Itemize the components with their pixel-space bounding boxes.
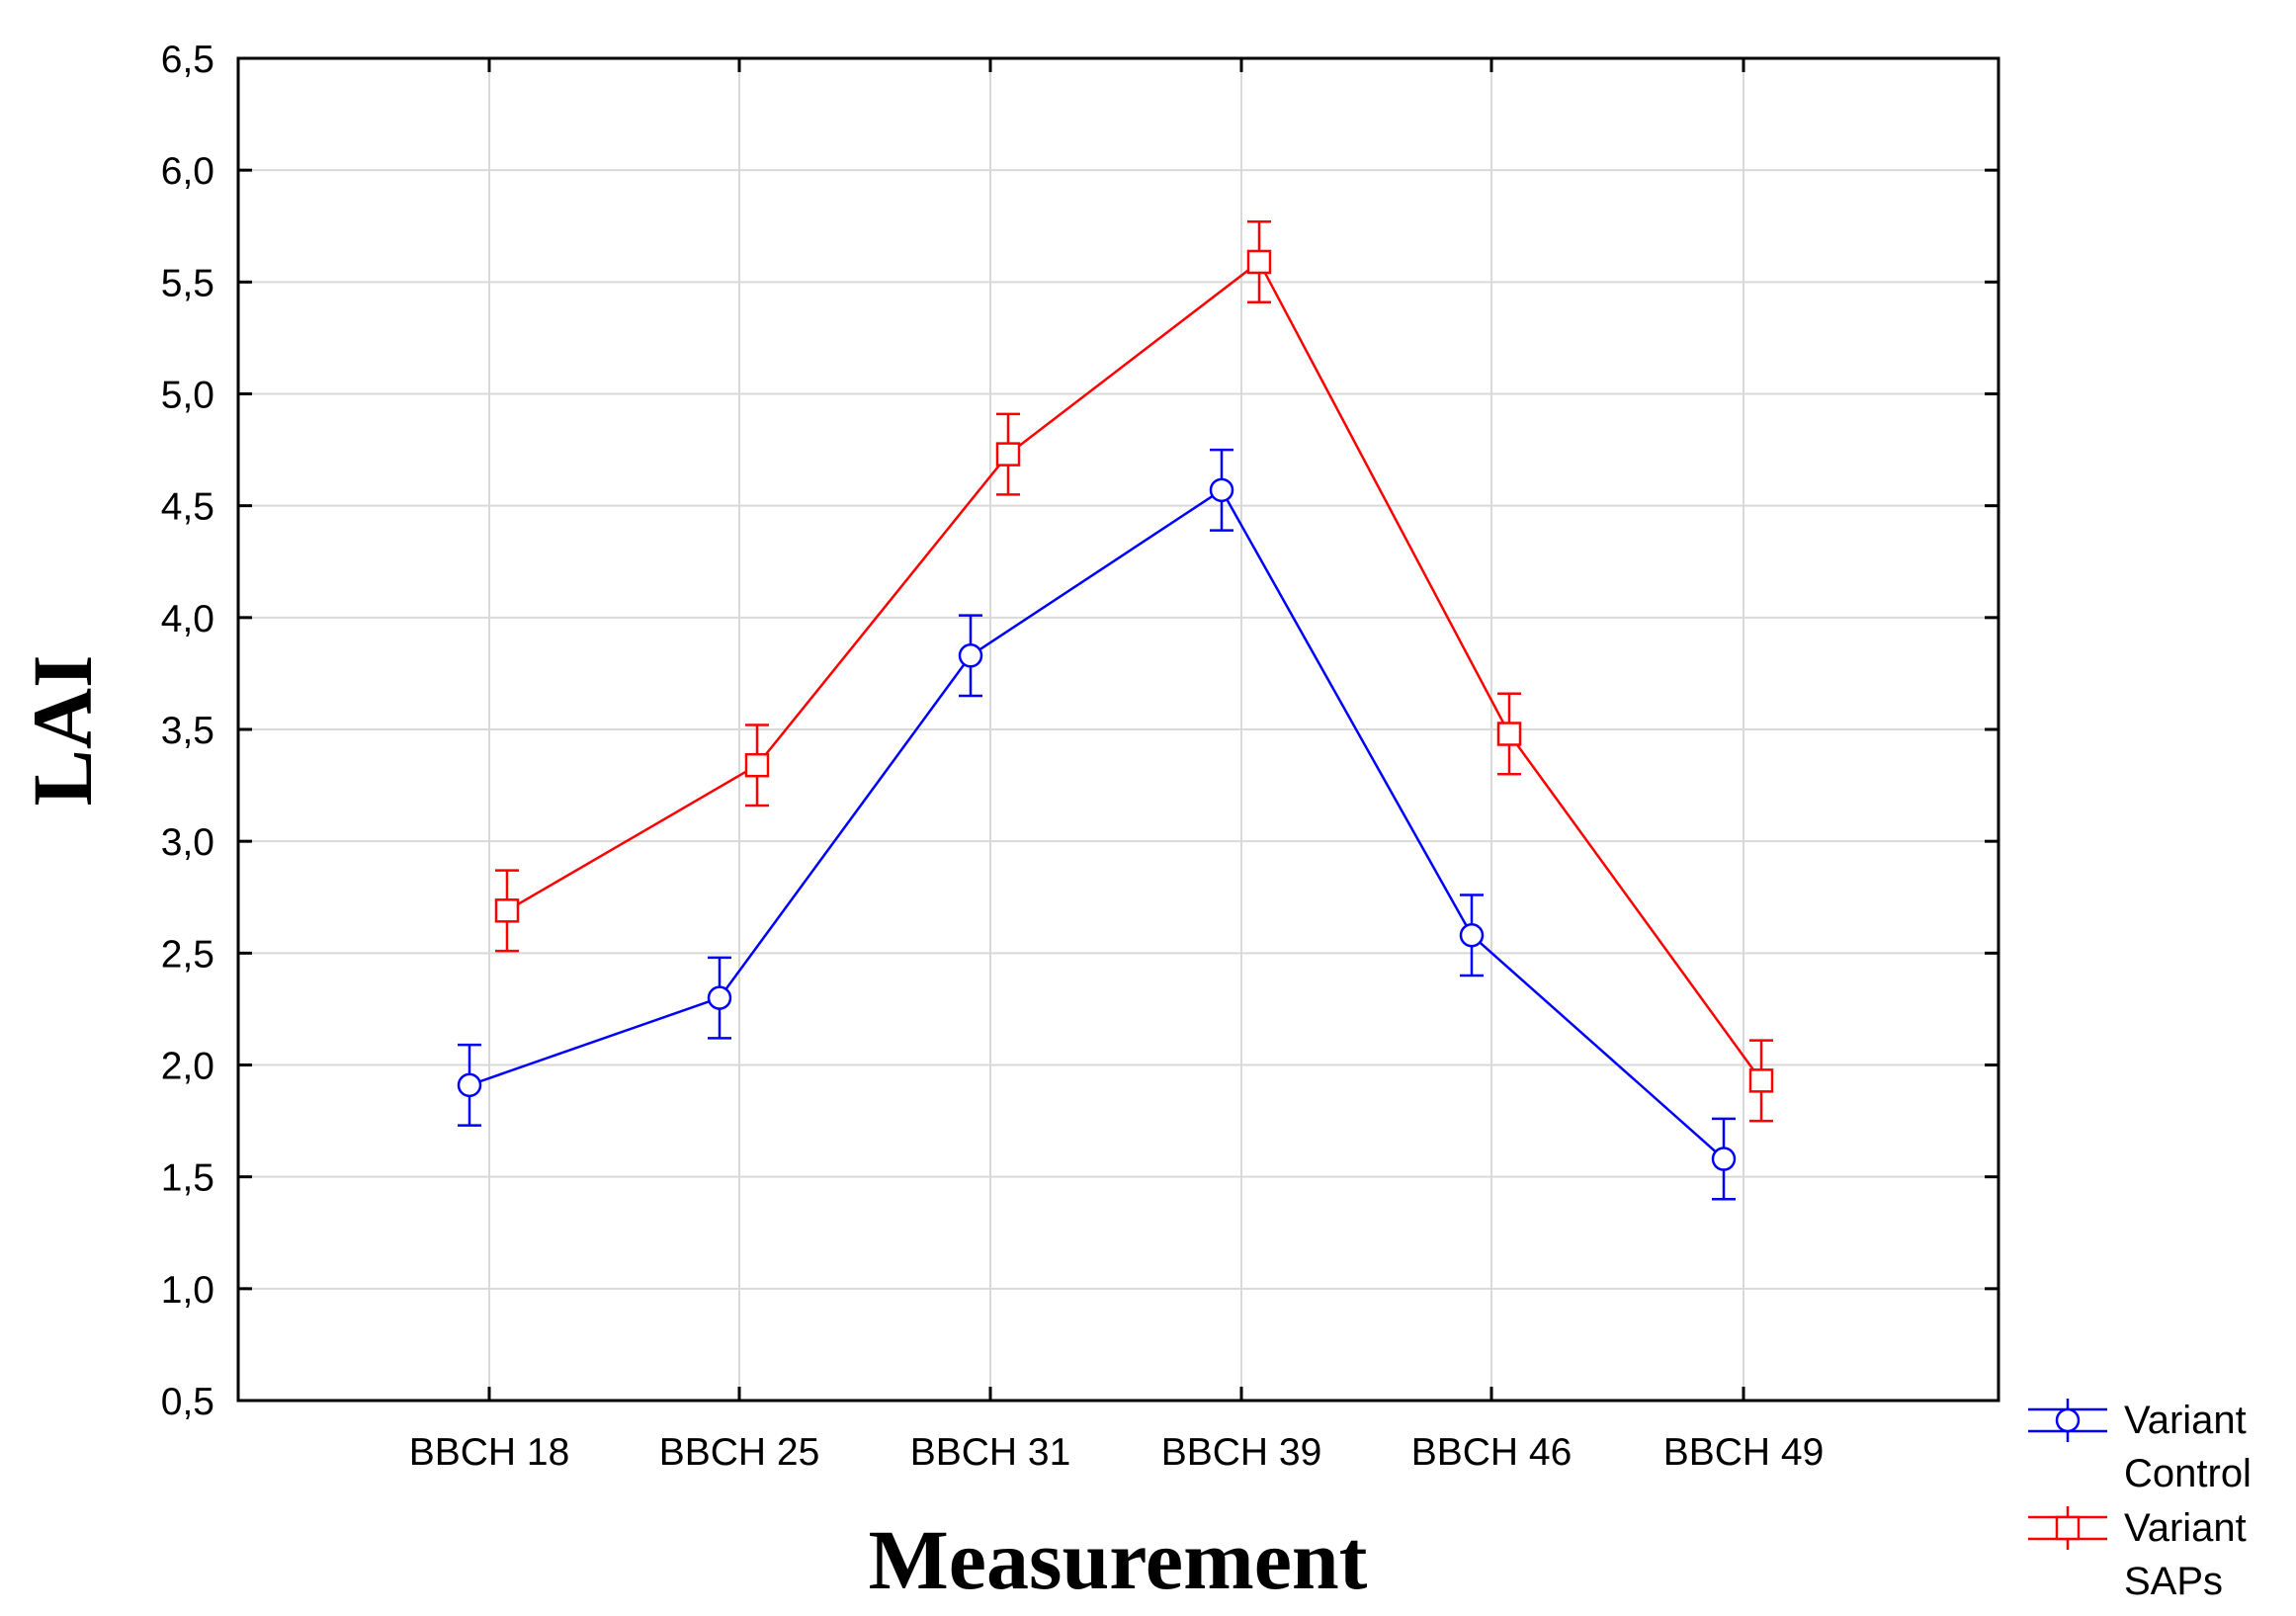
data-point-circle (958, 643, 983, 668)
x-tick-label: BBCH 31 (910, 1431, 1071, 1474)
series-variant-saps (494, 219, 1774, 1123)
data-point-circle (1209, 477, 1234, 503)
y-tick-label: 5,0 (161, 375, 214, 417)
legend-item-saps: Variant SAPs (2028, 1506, 2247, 1603)
x-axis-title: Measurement (869, 1512, 1368, 1607)
legend-label-line: Control (2124, 1452, 2252, 1495)
x-tick-label: BBCH 39 (1161, 1431, 1322, 1474)
legend-label-line: SAPs (2124, 1560, 2223, 1603)
y-tick-label: 1,5 (161, 1157, 214, 1200)
y-tick-label: 2,0 (161, 1046, 214, 1088)
legend-marker-circle (2055, 1407, 2081, 1433)
y-tick-label: 3,0 (161, 821, 214, 864)
x-tick-label: BBCH 46 (1411, 1431, 1573, 1474)
legend-label-line: Variant (2124, 1506, 2247, 1550)
y-tick-label: 3,5 (161, 710, 214, 752)
y-axis-tick-labels: 0,5 1,0 1,5 2,0 2,5 3,0 3,5 4,0 4,5 5,0 5,5 6,0 6,5 (161, 39, 214, 1423)
data-point-circle (457, 1072, 482, 1098)
data-point-square (1496, 722, 1522, 746)
data-point-square (995, 442, 1021, 467)
y-tick-label: 4,5 (161, 486, 214, 529)
y-tick-label: 6,0 (161, 150, 214, 193)
data-point-circle (707, 985, 732, 1010)
legend-label-line: Variant (2124, 1399, 2247, 1442)
data-point-square (494, 898, 520, 923)
y-axis-title: LAI (15, 655, 110, 807)
x-tick-label: BBCH 18 (409, 1431, 570, 1474)
series-line (468, 488, 1725, 1160)
data-point-square (1748, 1068, 1774, 1093)
y-tick-label: 4,0 (161, 598, 214, 640)
grid-lines (238, 58, 1998, 1401)
y-tick-label: 0,5 (161, 1381, 214, 1423)
axis-ticks (238, 56, 1998, 1403)
data-point-square (1246, 249, 1272, 275)
series-variant-control (457, 448, 1737, 1201)
data-point-square (744, 752, 770, 778)
data-point-circle (1459, 922, 1485, 948)
x-tick-label: BBCH 49 (1663, 1431, 1825, 1474)
legend-item-control: Variant Control (2028, 1399, 2252, 1495)
data-series (457, 219, 1774, 1201)
legend: Variant Control Variant SAPs (2028, 1399, 2252, 1603)
y-tick-label: 5,5 (161, 262, 214, 304)
x-tick-label: BBCH 25 (659, 1431, 820, 1474)
y-tick-label: 1,0 (161, 1269, 214, 1312)
series-line (506, 260, 1763, 1082)
legend-marker-square (2055, 1515, 2081, 1541)
x-axis-tick-labels: BBCH 18 BBCH 25 BBCH 31 BBCH 39 BBCH 46 BBCH … (409, 1431, 1825, 1474)
y-tick-label: 6,5 (161, 39, 214, 81)
y-tick-label: 2,5 (161, 933, 214, 976)
data-point-circle (1711, 1147, 1737, 1171)
